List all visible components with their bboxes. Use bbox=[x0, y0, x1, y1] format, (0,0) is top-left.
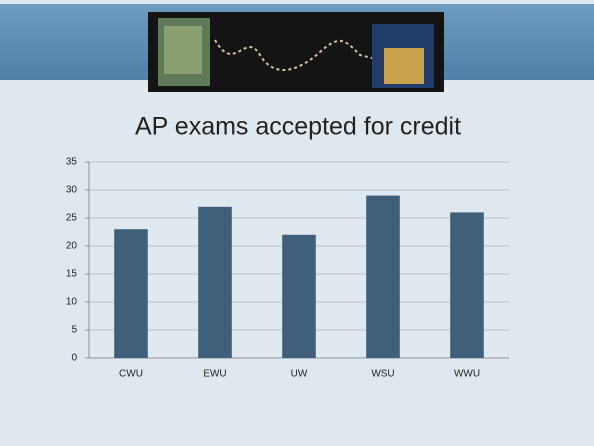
x-tick-label: UW bbox=[291, 369, 308, 380]
x-tick-label: CWU bbox=[119, 369, 143, 380]
x-tick-label: WSU bbox=[371, 369, 394, 380]
y-tick-label: 20 bbox=[66, 241, 78, 252]
y-tick-label: 5 bbox=[71, 325, 77, 336]
x-tick-label: WWU bbox=[454, 369, 480, 380]
bar bbox=[366, 195, 400, 358]
y-tick-label: 0 bbox=[71, 353, 77, 364]
y-tick-label: 35 bbox=[66, 157, 78, 168]
bar bbox=[198, 206, 232, 358]
bar bbox=[114, 229, 148, 358]
chart-title: AP exams accepted for credit bbox=[135, 113, 461, 141]
bar bbox=[450, 212, 484, 358]
y-tick-label: 25 bbox=[66, 213, 78, 224]
y-tick-label: 30 bbox=[66, 185, 78, 196]
x-tick-label: EWU bbox=[203, 369, 226, 380]
bar bbox=[282, 234, 316, 358]
y-tick-label: 10 bbox=[66, 297, 78, 308]
y-tick-label: 15 bbox=[66, 269, 78, 280]
chart: 0 5 10 15 20 25 30 35 CWU EWU UW WSU WWU bbox=[66, 157, 509, 380]
header-image bbox=[148, 12, 444, 92]
